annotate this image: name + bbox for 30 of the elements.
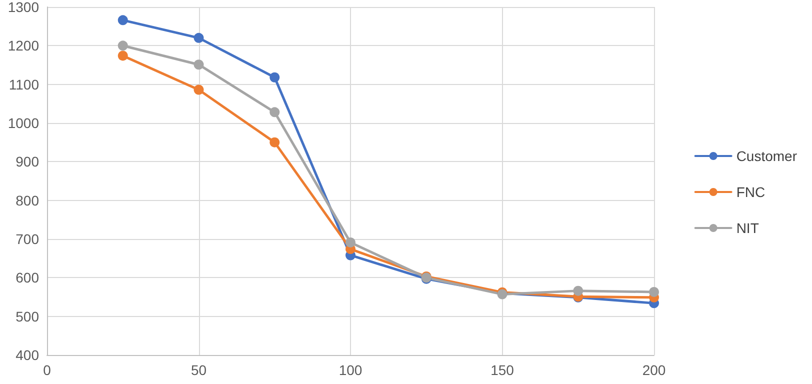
point bbox=[270, 72, 280, 82]
point bbox=[649, 286, 659, 297]
y-tick-label: 800 bbox=[16, 192, 40, 208]
point bbox=[118, 40, 128, 51]
point bbox=[194, 32, 204, 43]
y-tick-label: 1200 bbox=[8, 38, 40, 54]
y-tick-label: 600 bbox=[16, 270, 40, 286]
legend-label: FNC bbox=[736, 184, 766, 200]
point bbox=[270, 137, 280, 148]
x-tick-label: 50 bbox=[190, 362, 207, 378]
point bbox=[194, 84, 204, 95]
point bbox=[270, 107, 280, 118]
y-tick-label: 700 bbox=[16, 231, 40, 247]
y-tick-label: 400 bbox=[16, 347, 40, 363]
y-tick-label: 500 bbox=[16, 308, 40, 324]
y-tick-label: 900 bbox=[16, 154, 40, 170]
legend-label: NIT bbox=[736, 220, 760, 236]
y-tick-label: 1000 bbox=[8, 115, 40, 131]
x-tick-label: 100 bbox=[338, 362, 362, 378]
legend-label: Customer bbox=[736, 148, 798, 164]
point bbox=[573, 286, 584, 296]
point bbox=[118, 50, 128, 61]
point bbox=[346, 237, 356, 248]
point bbox=[194, 60, 204, 70]
point bbox=[118, 15, 128, 26]
x-tick-label: 200 bbox=[642, 362, 666, 378]
x-tick-label: 150 bbox=[490, 362, 514, 378]
y-tick-label: 1100 bbox=[8, 76, 40, 92]
x-tick-label: 0 bbox=[43, 362, 52, 378]
y-tick-label: 1300 bbox=[8, 0, 40, 15]
